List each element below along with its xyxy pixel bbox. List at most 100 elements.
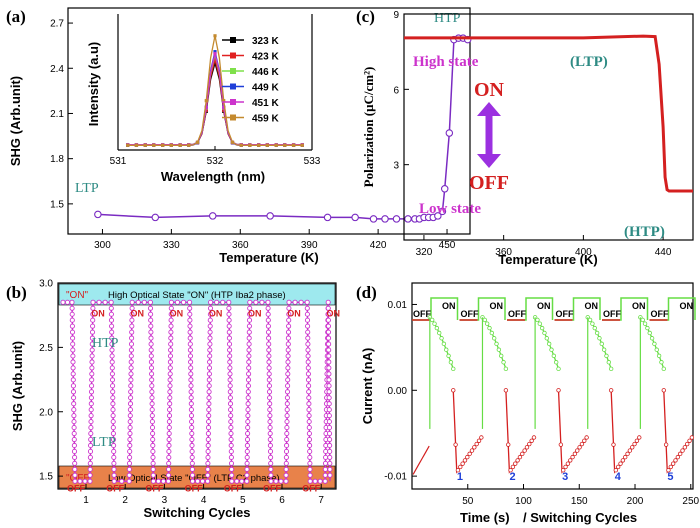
panel-b-shg-point (304, 317, 311, 323)
panel-b-shg-point (72, 472, 78, 478)
panel-b-shg-point (89, 353, 95, 359)
panel-b-y-tick-label: 1.5 (39, 472, 53, 483)
panel-b-shg-point (109, 323, 115, 329)
panel-b-shg-point (306, 436, 313, 443)
panel-d-y-tick-label: 0.01 (388, 300, 408, 311)
inset-series-marker (300, 143, 304, 147)
panel-b-shg-point (285, 341, 291, 347)
panel-b-shg-point (325, 311, 331, 317)
panel-b-shg-point (326, 389, 332, 395)
panel-c-x-tick-label: 320 (416, 247, 433, 258)
panel-a-x-label: Temperature (K) (219, 250, 318, 265)
panel-d-current-off-point (510, 464, 516, 470)
panel-b-shg-point (88, 389, 95, 395)
panel-b-shg-point (90, 311, 96, 317)
panel-b-shg-point (148, 347, 154, 353)
panel-b-shg-point (284, 413, 290, 419)
panel-b-x-label: Switching Cycles (144, 505, 251, 520)
panel-b-shg-point (305, 335, 311, 341)
panel-b-shg-point (307, 454, 313, 460)
panel-b-shg-point (326, 383, 332, 389)
panel-b-shg-point (189, 431, 195, 437)
inset-series-marker (213, 50, 217, 54)
panel-b-shg-point (207, 359, 213, 365)
panel-b-shg-point (327, 454, 333, 460)
panel-b-shg-point (304, 299, 310, 305)
panel-b-shg-point (70, 377, 76, 383)
inset-legend-label: 459 K (252, 114, 279, 125)
panel-b-shg-point (110, 407, 116, 413)
panel-b-shg-point (286, 311, 292, 317)
panel-b-shg-point (165, 478, 171, 484)
panel-b-shg-point (283, 454, 289, 460)
panel-b-shg-point (168, 347, 174, 353)
panel-d-current-on-point (652, 341, 657, 347)
panel-b: (b) "ON" High Optical State "ON" (HTP Ib… (6, 279, 340, 521)
panel-b-shg-point (207, 353, 213, 359)
panel-d-current-off-point (613, 467, 619, 473)
panel-a-htp-label: HTP (434, 11, 461, 26)
panel-d-current-off-point (682, 445, 688, 450)
panel-b-shg-point (135, 299, 141, 305)
panel-b-shg-point (266, 347, 272, 353)
panel-b-shg-point (285, 335, 291, 341)
panel-b-shg-point (108, 299, 114, 305)
panel-b-shg-point (306, 413, 312, 419)
panel-d-current-off (557, 390, 588, 474)
inset-series-marker (178, 143, 182, 147)
panel-b-shg-point (207, 317, 213, 323)
panel-d-y-tick-label: -0.01 (384, 472, 407, 483)
panel-b-shg-point (149, 371, 155, 377)
panel-b-shg-point (265, 311, 271, 317)
panel-b-shg-point (167, 377, 173, 383)
panel-d-current-on-point (549, 347, 554, 352)
panel-b-shg-point (189, 442, 195, 449)
panel-b-shg-point (168, 299, 174, 305)
panel-d-current-off-point (623, 454, 628, 460)
panel-b-shg-point (70, 347, 76, 353)
panel-b-shg-point (109, 359, 115, 365)
panel-b-shg-point (71, 425, 77, 431)
panel-d-current-off-point (479, 435, 484, 440)
panel-d-cycle-label: 3 (562, 471, 568, 483)
panel-d-on-label: ON (680, 301, 694, 311)
panel-b-shg-point (110, 401, 116, 407)
panel-d-current-off-point (670, 461, 676, 466)
panel-b-shg-point (187, 299, 193, 305)
panel-a-label: (a) (6, 7, 26, 26)
panel-d-current-off (505, 390, 535, 474)
panel-b-shg-point (89, 329, 96, 335)
panel-b-shg-point (189, 436, 195, 443)
inset-legend-label: 451 K (252, 98, 279, 109)
panel-d-on-label: ON (585, 301, 599, 311)
panel-b-shg-point (244, 448, 250, 454)
panel-b-shg-point (188, 359, 194, 365)
panel-a-shg-point (94, 210, 102, 219)
panel-d-current-on-point (553, 360, 559, 365)
panel-d-on-label: ON (442, 301, 456, 311)
panel-c-low-state-text: Low state (419, 201, 481, 217)
panel-d-current-on-point (608, 366, 614, 372)
panel-b-shg-point (273, 478, 279, 484)
panel-d-y-tick-label: 0.00 (388, 386, 408, 397)
panel-d-cycle-label: 2 (510, 471, 516, 483)
panel-d-current-on-point (601, 347, 607, 352)
panel-d-current-on-point (432, 321, 437, 326)
panel-b-shg-point (70, 353, 76, 359)
panel-b-shg-point (208, 299, 214, 305)
panel-b-shg-point (325, 305, 331, 311)
panel-b-shg-point (307, 478, 313, 484)
panel-b-shg-point (326, 413, 332, 419)
panel-d-x-tick-label: 100 (515, 496, 532, 507)
panel-b-shg-point (306, 419, 312, 425)
panel-d-current-on-point (429, 317, 435, 323)
panel-b-shg-point (325, 299, 331, 305)
panel-b-shg-point (60, 299, 66, 305)
inset-series-marker (204, 105, 208, 110)
panel-a-shg-point (392, 215, 401, 223)
panel-b-off-label: OFF (185, 483, 203, 493)
panel-b-shg-point (71, 419, 77, 425)
panel-b-shg-point (292, 299, 298, 305)
panel-b-shg-point (206, 395, 212, 401)
panel-b-shg-point (168, 305, 174, 311)
